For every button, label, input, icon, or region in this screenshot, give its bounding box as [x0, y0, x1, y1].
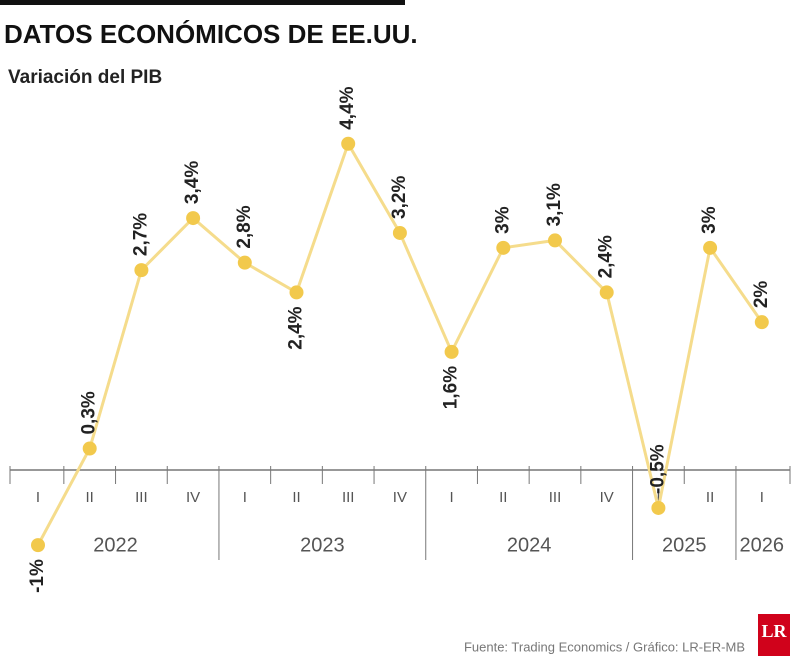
value-label: 3,4% [182, 161, 203, 204]
value-label: -0,5% [647, 444, 668, 494]
value-label: 3,2% [389, 176, 410, 219]
chart-title: DATOS ECONÓMICOS DE EE.UU. [4, 19, 418, 49]
x-tick-label: IV [393, 489, 407, 506]
source: Fuente: Trading Economics / Gráfico: LR-… [464, 639, 745, 654]
x-tick-label: IV [600, 489, 614, 506]
value-label: -1% [27, 559, 48, 593]
x-tick-label: II [706, 489, 714, 506]
point [186, 211, 201, 226]
x-tick-label: II [292, 489, 300, 506]
x-tick-label: IV [186, 489, 200, 506]
value-label: 2,7% [130, 213, 151, 256]
point [134, 263, 149, 278]
x-tick-label: II [86, 489, 94, 506]
value-label: 2% [751, 281, 772, 309]
chart-subtitle: Variación del PIB [8, 67, 162, 88]
point [496, 240, 511, 255]
year-label: 2023 [300, 534, 345, 556]
value-label: 0,3% [79, 391, 100, 434]
x-tick-label: I [243, 489, 247, 506]
point [82, 441, 97, 456]
x-tick-label: III [342, 489, 355, 506]
x-tick-label: III [135, 489, 148, 506]
x-tick-label: I [36, 489, 40, 506]
point [703, 240, 718, 255]
value-label: 1,6% [441, 366, 462, 409]
point [651, 500, 666, 515]
x-tick-label: III [549, 489, 562, 506]
point [31, 538, 45, 553]
year-label: 2025 [662, 534, 707, 556]
logo-box [758, 614, 790, 656]
x-tick-label: I [450, 489, 454, 506]
value-label: 3% [492, 206, 513, 234]
x-tick-label: II [499, 489, 507, 506]
point [289, 285, 304, 300]
point [341, 136, 356, 151]
point [392, 225, 407, 240]
value-label: 3,1% [544, 183, 565, 226]
point [599, 285, 614, 300]
value-label: 2,4% [596, 235, 617, 278]
value-label: 2,8% [234, 205, 255, 248]
header-bar [0, 0, 405, 5]
point [237, 255, 252, 270]
value-label: 2,4% [286, 306, 307, 349]
value-label: 4,4% [337, 86, 358, 129]
point [548, 233, 562, 248]
point [754, 315, 769, 330]
x-tick-label: I [656, 489, 660, 506]
x-tick-label: I [760, 489, 764, 506]
year-label: 2024 [507, 534, 552, 556]
value-label: 3% [699, 206, 720, 234]
logo: LR [761, 621, 787, 641]
point [444, 344, 459, 359]
year-label: 2026 [740, 534, 785, 556]
year-label: 2022 [93, 534, 138, 556]
